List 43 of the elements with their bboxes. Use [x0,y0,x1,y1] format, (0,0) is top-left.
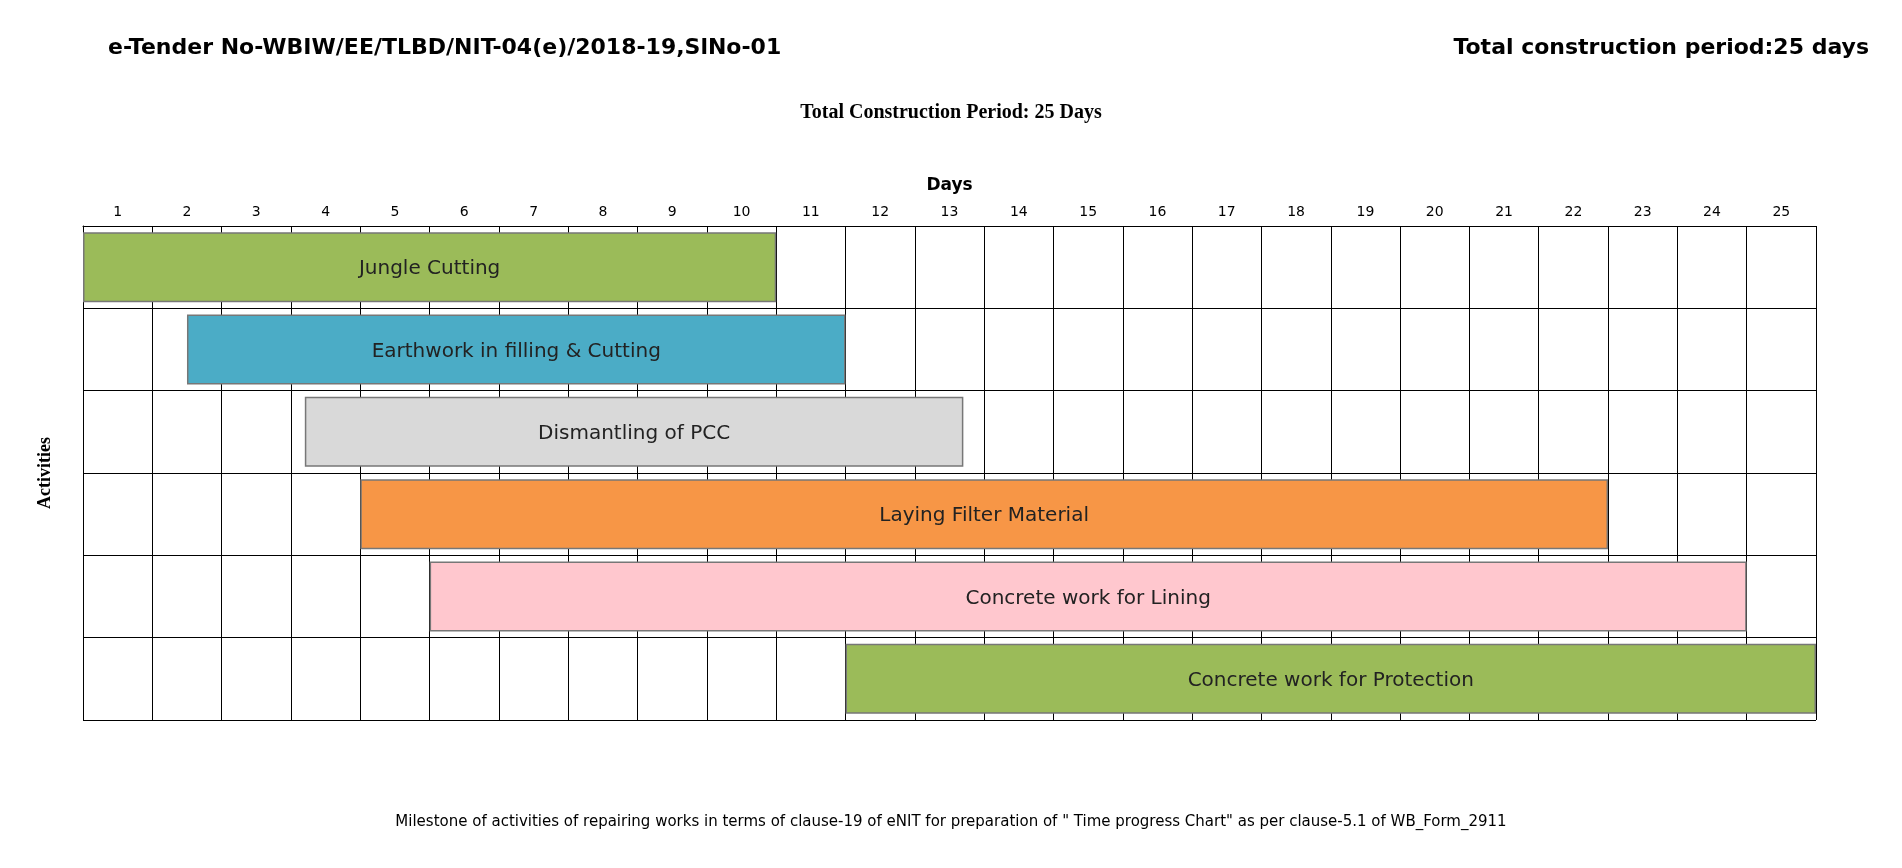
y-tick-label: Jungle Cutting [356,255,501,280]
y-tick-label: Dismantling of PCC [538,419,731,444]
x-tick-label: 17 [1217,203,1236,219]
x-tick-label: 20 [1425,203,1444,219]
bar [845,643,1816,714]
x-tick-label: 3 [251,203,261,219]
bar [304,396,964,467]
x-tick-label: 25 [1772,203,1791,219]
x-tick-label: 6 [459,203,469,219]
x-tick-label: 13 [940,203,959,219]
x-tick-label: 8 [598,203,608,219]
bar [360,479,1609,550]
x-tick-label: 14 [1009,203,1028,219]
x-tick-label: 2 [182,203,192,219]
x-tick-label: 19 [1356,203,1375,219]
x-axis-title: Days [926,173,973,194]
x-tick-label: 12 [871,203,890,219]
x-tick-label: 24 [1703,203,1722,219]
text: Milestone of activities of repairing works in terms of clause-19 of eNIT for preparation of " Time progress Chart" as per clause-5.1 of WB_Form_2911 [395,811,1507,831]
bar [83,232,777,303]
x-tick-label: 16 [1148,203,1167,219]
x-tick-label: 18 [1287,203,1306,219]
chart-subtitle: Total Construction Period: 25 Days [800,100,1102,123]
y-tick-label: Concrete work for Protection [1187,666,1474,691]
x-tick-label: 1 [113,203,123,219]
x-tick-label: 9 [667,203,677,219]
y-tick-label: Concrete work for Lining [965,584,1211,609]
x-tick-label: 21 [1495,203,1513,219]
bar [186,314,846,385]
x-tick-label: 10 [732,203,751,219]
x-tick-label: 11 [801,203,820,219]
chart-title: e-Tender No-WBIW/EE/TLBD/NIT-04(e)/2018-19,SlNo-01 [108,33,782,59]
x-tick-label: 23 [1633,203,1652,219]
bar [429,561,1747,632]
y-tick-label: Laying Filter Material [879,502,1089,527]
text: Total construction period:25 days [1453,33,1870,59]
y-tick-label: Earthwork in filling & Cutting [371,337,661,362]
x-tick-label: 7 [529,203,539,219]
x-tick-label: 5 [390,203,400,219]
x-tick-label: 4 [321,203,331,219]
y-axis-title: Activities [34,437,54,509]
x-tick-label: 15 [1079,203,1098,219]
x-tick-label: 22 [1564,203,1583,219]
